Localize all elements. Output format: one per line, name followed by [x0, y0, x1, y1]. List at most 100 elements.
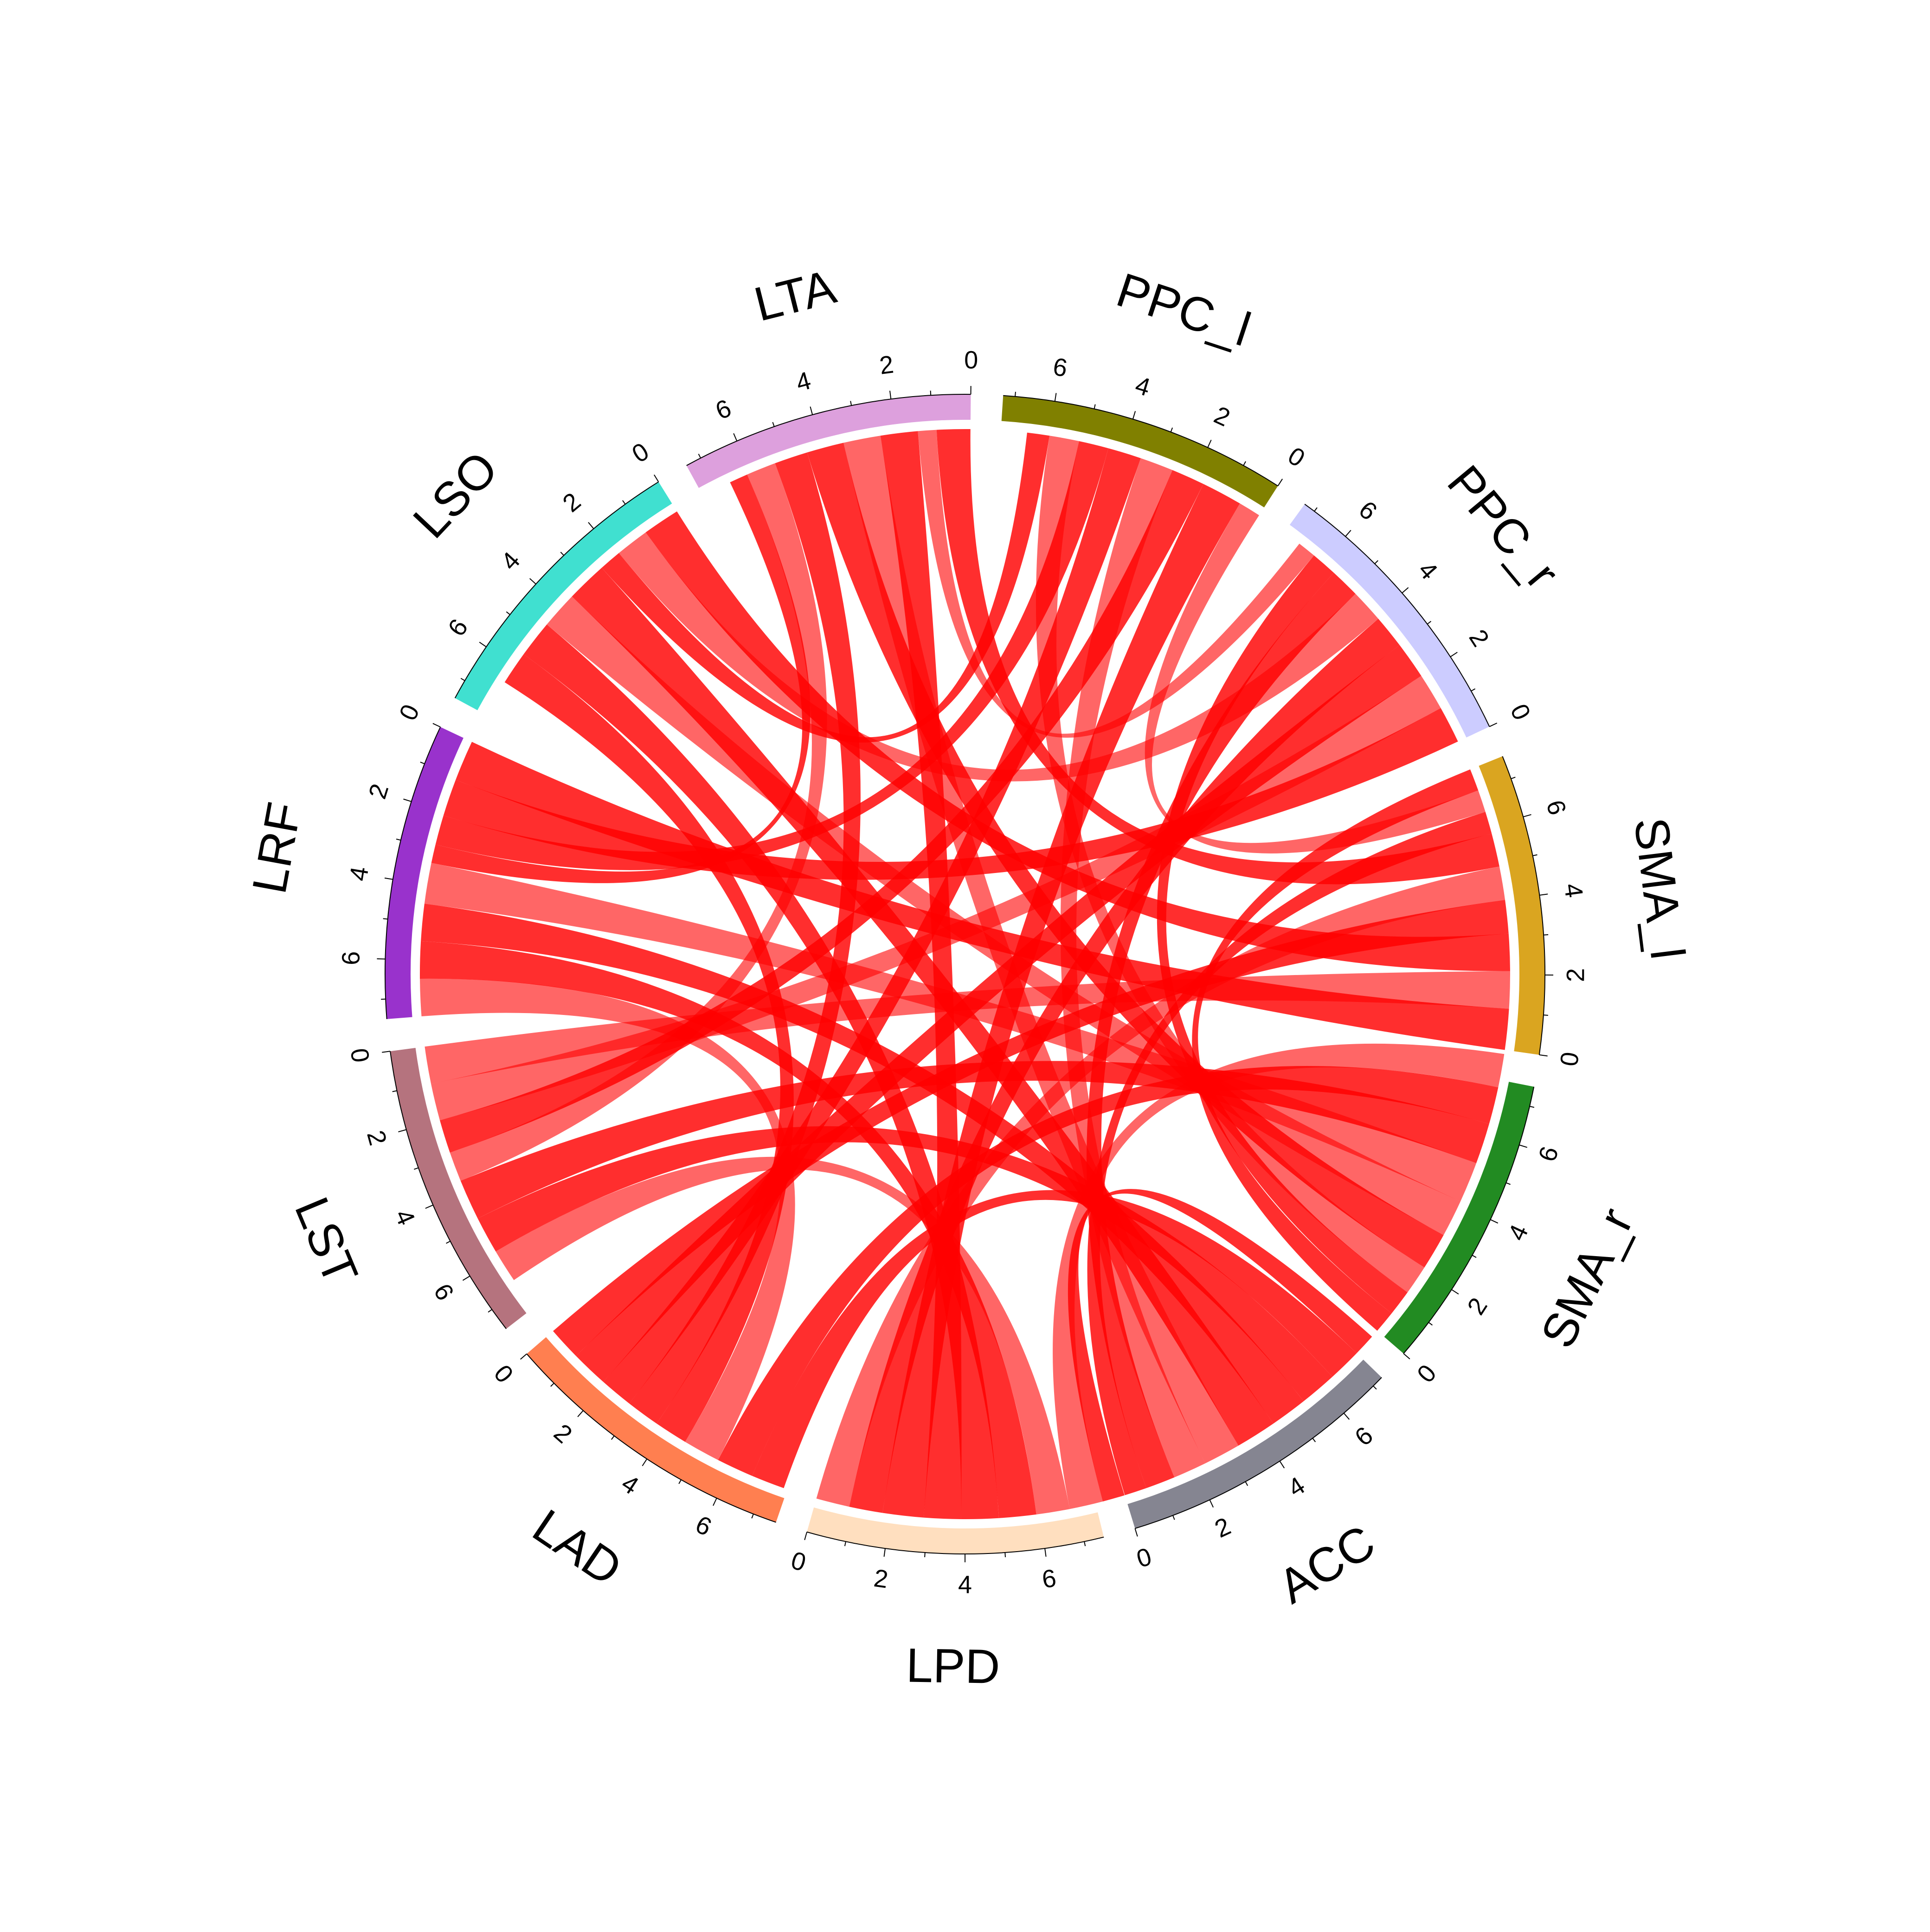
minor-tick	[1243, 462, 1246, 466]
tick-label: 4	[1559, 882, 1589, 899]
minor-tick	[1511, 777, 1515, 778]
tick-label: 4	[793, 366, 814, 397]
tick-label: 4	[617, 1469, 643, 1500]
minor-tick	[699, 454, 701, 458]
tick-label: 6	[1533, 1143, 1564, 1165]
minor-tick	[850, 401, 851, 405]
minor-tick	[488, 1309, 492, 1312]
tick-label: 6	[1541, 797, 1571, 818]
sector-name-label: LRF	[242, 798, 312, 898]
tick-label: 0	[1505, 700, 1536, 725]
major-tick	[1402, 588, 1409, 593]
tick-label: 4	[958, 1571, 972, 1598]
minor-tick	[1084, 1541, 1085, 1546]
major-tick	[810, 407, 812, 415]
major-tick	[403, 799, 411, 802]
minor-tick	[383, 918, 388, 919]
minor-tick	[623, 501, 625, 504]
tick-label: 2	[872, 1564, 890, 1594]
major-tick	[1345, 530, 1351, 537]
minor-tick	[1472, 1255, 1476, 1258]
sector-name-label: PPC_l	[1110, 263, 1257, 357]
minor-tick	[1173, 1515, 1175, 1520]
tick-label: 2	[1462, 1293, 1493, 1320]
major-tick	[642, 1459, 647, 1466]
minor-tick	[396, 839, 401, 840]
tick-label: 4	[389, 1205, 420, 1229]
tick-label: 6	[691, 1510, 716, 1541]
major-tick	[398, 1130, 406, 1132]
minor-tick	[1094, 404, 1095, 409]
major-tick	[588, 522, 594, 529]
minor-tick	[506, 612, 510, 615]
tick-label: 4	[1503, 1220, 1534, 1245]
tick-label: 4	[1132, 371, 1153, 402]
major-tick	[1490, 1220, 1498, 1223]
sector-name-label: LSO	[403, 441, 508, 548]
tick-label: 0	[788, 1546, 809, 1577]
sector-name-label: SMA_l	[1624, 815, 1695, 962]
tick-label: 6	[712, 394, 735, 425]
major-tick	[1452, 1290, 1459, 1294]
minor-tick	[461, 678, 465, 680]
major-tick	[1133, 411, 1135, 419]
tick-label: 4	[1283, 1471, 1310, 1502]
minor-tick	[1312, 1438, 1315, 1442]
tick-label: 0	[1133, 1542, 1155, 1573]
tick-label: 2	[548, 1419, 577, 1449]
sector-name-label: PPC_r	[1437, 456, 1569, 599]
sector-name-label: SMA_r	[1531, 1200, 1644, 1356]
minor-tick	[1530, 1106, 1534, 1107]
tick-label: 0	[627, 437, 654, 469]
minor-tick	[560, 552, 564, 555]
major-tick	[530, 578, 536, 584]
minor-tick	[752, 1514, 753, 1518]
tick-label: 2	[558, 488, 586, 518]
major-tick	[1045, 1548, 1046, 1557]
minor-tick	[1373, 1386, 1377, 1389]
minor-tick	[845, 1541, 846, 1546]
minor-tick	[1375, 560, 1378, 564]
minor-tick	[1506, 1183, 1510, 1185]
major-tick	[425, 1205, 433, 1208]
tick-label: 6	[1040, 1564, 1058, 1594]
tick-label: 4	[1413, 556, 1443, 585]
tick-label: 0	[489, 1360, 519, 1388]
minor-tick	[446, 1241, 450, 1244]
major-tick	[433, 724, 440, 727]
major-tick	[1539, 1055, 1548, 1056]
sector-name-label: LAD	[523, 1499, 631, 1596]
tick-label: 6	[443, 614, 473, 642]
minor-tick	[772, 422, 774, 426]
tick-label: 2	[1210, 1512, 1235, 1543]
tick-label: 6	[337, 951, 365, 966]
sector-name-label: LTA	[749, 260, 842, 332]
major-tick	[890, 391, 891, 399]
tick-label: 2	[878, 350, 895, 379]
minor-tick	[414, 1168, 418, 1169]
tick-label: 0	[964, 346, 978, 374]
tick-label: 4	[495, 546, 526, 576]
major-tick	[521, 1354, 527, 1360]
minor-tick	[1015, 392, 1016, 397]
tick-label: 0	[1283, 442, 1310, 473]
tick-label: 0	[1555, 1050, 1585, 1068]
major-tick	[1403, 1354, 1410, 1359]
tick-label: 6	[1350, 1421, 1378, 1451]
major-tick	[1519, 1145, 1527, 1147]
tick-label: 0	[1412, 1359, 1442, 1388]
major-tick	[385, 878, 393, 879]
major-tick	[1344, 1413, 1350, 1419]
tick-label: 4	[344, 865, 374, 883]
minor-tick	[1314, 507, 1317, 511]
major-tick	[1208, 440, 1211, 447]
major-tick	[884, 1548, 885, 1557]
major-tick	[713, 1498, 717, 1506]
major-tick	[479, 642, 486, 647]
tick-label: 2	[363, 781, 394, 802]
minor-tick	[420, 762, 425, 764]
